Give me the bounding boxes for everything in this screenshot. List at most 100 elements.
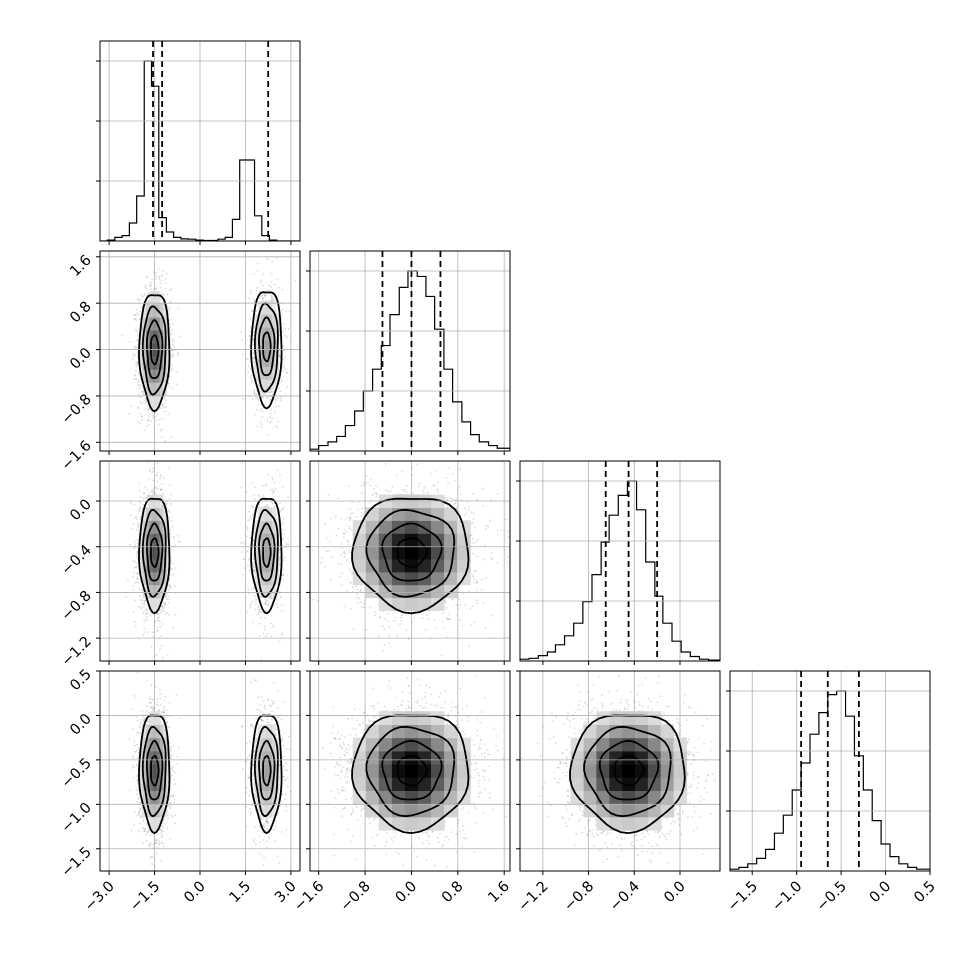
y-tick-label: 0.8 [67,299,95,327]
scatter-point [161,404,164,407]
scatter-point [158,268,161,270]
density-cell [268,353,273,367]
scatter-point [266,434,269,436]
scatter-point [163,477,165,479]
scatter-point [154,621,156,623]
scatter-point [262,393,265,396]
scatter-point [286,335,289,338]
scatter-point [177,308,180,310]
scatter-point [137,421,140,423]
scatter-point [159,489,162,491]
scatter-point [149,282,151,285]
scatter-point [151,414,154,417]
scatter-point [260,294,263,297]
scatter-point [176,354,179,357]
scatter-point [157,619,160,622]
scatter-point [275,379,278,382]
scatter-point [267,473,270,476]
density-cell [258,366,263,380]
scatter-point [130,404,132,407]
scatter-point [142,402,145,404]
scatter-point [281,288,284,291]
scatter-point [265,600,267,602]
scatter-point [171,568,174,571]
scatter-point [162,407,165,409]
scatter-point [164,277,167,280]
scatter-point [139,516,142,518]
scatter-point [256,286,259,289]
scatter-point [253,367,255,370]
scatter-point [138,482,140,484]
scatter-point [155,486,158,489]
scatter-point [260,279,263,282]
scatter-point [138,384,140,386]
scatter-point [171,519,173,522]
density-cell [156,330,161,344]
density-cell [265,379,269,393]
scatter-point [167,588,170,591]
scatter-point [252,339,255,341]
scatter-point [137,576,139,578]
scatter-point [169,585,172,588]
scatter-point [270,294,273,297]
scatter-point [259,295,262,298]
scatter-point [131,575,134,578]
panel-frame [99,40,301,242]
scatter-point [169,300,172,303]
scatter-point [171,353,174,356]
scatter-point [272,491,275,494]
scatter-point [270,295,273,298]
scatter-point [161,274,163,276]
scatter-point [143,602,146,605]
scatter-point [285,337,288,339]
scatter-point [273,283,276,286]
scatter-point [277,420,280,423]
scatter-point [256,397,258,399]
scatter-point [137,314,140,317]
scatter-point [156,629,159,632]
scatter-point [272,452,274,454]
scatter-point [265,299,267,302]
scatter-point [159,282,162,284]
scatter-point [135,360,138,363]
density-cell [156,290,161,305]
scatter-point [141,419,144,422]
scatter-point [171,349,174,352]
scatter-point [156,613,158,616]
scatter-point [266,396,269,399]
scatter-point [132,523,135,525]
scatter-point [264,617,267,619]
scatter-point [133,582,136,585]
scatter-point [135,562,138,565]
scatter-point [167,595,170,598]
scatter-point [133,540,136,543]
panel-content [310,251,510,451]
scatter-point [245,490,248,493]
scatter-point [286,371,289,374]
scatter-point [168,583,171,586]
scatter-point [147,419,150,422]
scatter-point [159,626,162,628]
scatter-point [147,404,149,407]
scatter-point [264,628,266,631]
scatter-point [282,330,285,333]
scatter-point [136,334,139,337]
scatter-point [261,284,264,287]
scatter-point [145,609,148,611]
scatter-point [281,538,284,541]
scatter-point [171,387,174,390]
scatter-point [137,361,139,363]
scatter-point [152,487,155,490]
scatter-point [265,294,268,297]
scatter-point [270,501,273,503]
scatter-point [143,600,146,603]
scatter-point [138,523,141,526]
scatter-point [129,501,132,504]
scatter-point [165,502,168,505]
scatter-point [132,352,135,355]
scatter-point [264,294,266,297]
scatter-point [154,485,156,488]
scatter-point [281,370,284,372]
scatter-point [143,631,146,634]
scatter-point [148,416,150,418]
